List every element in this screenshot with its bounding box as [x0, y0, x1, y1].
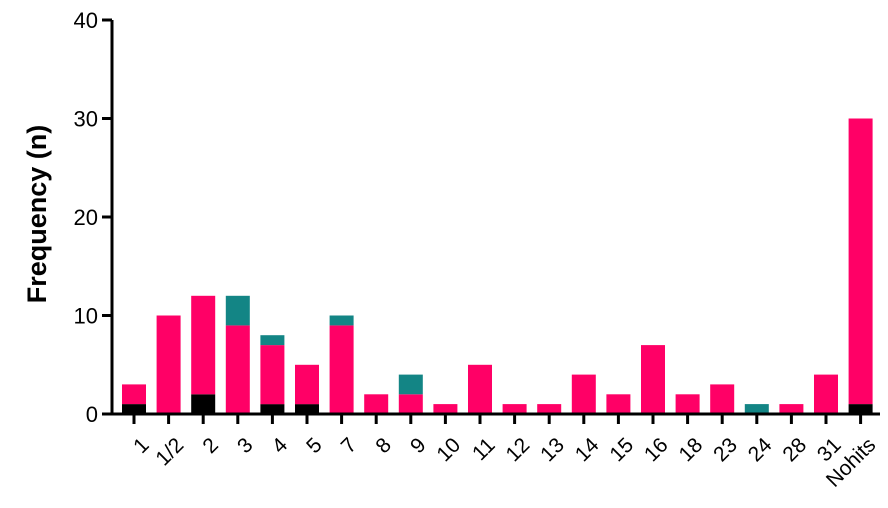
bar-segment-4-s2 [260, 335, 285, 346]
y-tick-label-20: 20 [74, 205, 98, 230]
bar-segment-5-s1 [295, 364, 319, 405]
bar-segment-Nohits-s0 [848, 404, 873, 414]
x-tick-label-5: 5 [302, 433, 327, 458]
x-tick-label-28: 28 [778, 433, 811, 466]
x-tick-label-1: 1 [129, 433, 154, 458]
x-tick-label-2: 2 [198, 433, 223, 458]
y-tick-label-10: 10 [74, 304, 98, 329]
x-tick-label-4: 4 [268, 433, 293, 458]
bar-segment-10-s1 [433, 404, 458, 414]
bar-segment-3-s1 [225, 325, 250, 414]
bar-segment-12-s1 [502, 404, 527, 414]
bar-segment-1-s0 [122, 404, 146, 414]
x-tick-label-23: 23 [709, 433, 742, 466]
bar-segment-Nohits-s1 [848, 118, 873, 405]
y-tick-label-30: 30 [74, 107, 98, 132]
x-tick-label-18: 18 [675, 433, 708, 466]
bar-segment-4-s1 [260, 345, 285, 405]
y-tick-label-0: 0 [86, 402, 98, 427]
bar-segment-2-s0 [191, 394, 216, 414]
bar-segment-1-2-s1 [156, 315, 181, 414]
bar-segment-18-s1 [675, 394, 700, 414]
bar-segment-23-s1 [710, 384, 735, 414]
bars-group [122, 118, 873, 415]
bar-segment-3-s2 [225, 295, 250, 326]
bar-segment-11-s1 [468, 364, 492, 415]
x-tick-label-3: 3 [233, 433, 258, 458]
bar-segment-2-s1 [191, 295, 216, 395]
y-tick-label-40: 40 [74, 8, 98, 33]
bar-segment-14-s1 [571, 374, 596, 414]
x-tick-label-15: 15 [605, 433, 638, 466]
x-tick-label-11: 11 [468, 433, 500, 465]
bar-segment-7-s1 [329, 325, 354, 414]
x-tick-label-8: 8 [371, 433, 396, 458]
x-tick-label-13: 13 [536, 433, 569, 466]
bar-segment-28-s1 [779, 404, 804, 414]
x-tick-label-10: 10 [432, 433, 465, 466]
x-tick-label-24: 24 [744, 433, 777, 466]
bar-segment-7-s2 [329, 315, 354, 326]
bar-segment-8-s1 [364, 394, 389, 414]
x-tick-label-16: 16 [640, 433, 673, 466]
bar-segment-5-s0 [295, 404, 319, 414]
y-axis-label: Frequency (n) [22, 125, 52, 304]
bar-segment-9-s1 [398, 394, 423, 414]
y-axis: 0 10 20 30 40 [74, 8, 114, 427]
x-tick-label-7: 7 [337, 433, 362, 458]
x-tick-label-12: 12 [502, 433, 535, 466]
x-tick-label-1-2: 1/2 [151, 433, 188, 470]
bar-segment-4-s0 [260, 404, 285, 414]
bar-segment-16-s1 [641, 345, 665, 414]
bar-segment-31-s1 [814, 374, 838, 414]
bar-segment-13-s1 [537, 404, 562, 414]
x-tick-label-9: 9 [406, 433, 431, 458]
bar-segment-1-s1 [122, 384, 146, 405]
bar-segment-15-s1 [606, 394, 631, 414]
bar-segment-9-s2 [398, 374, 423, 395]
bar-segment-24-s2 [744, 404, 769, 414]
x-tick-label-14: 14 [571, 433, 604, 466]
x-axis: 11/2 2 3 4 5 7 8 9 10 11 12 13 14 15 16 18 23 24 28 31Nohit… [112, 412, 880, 492]
